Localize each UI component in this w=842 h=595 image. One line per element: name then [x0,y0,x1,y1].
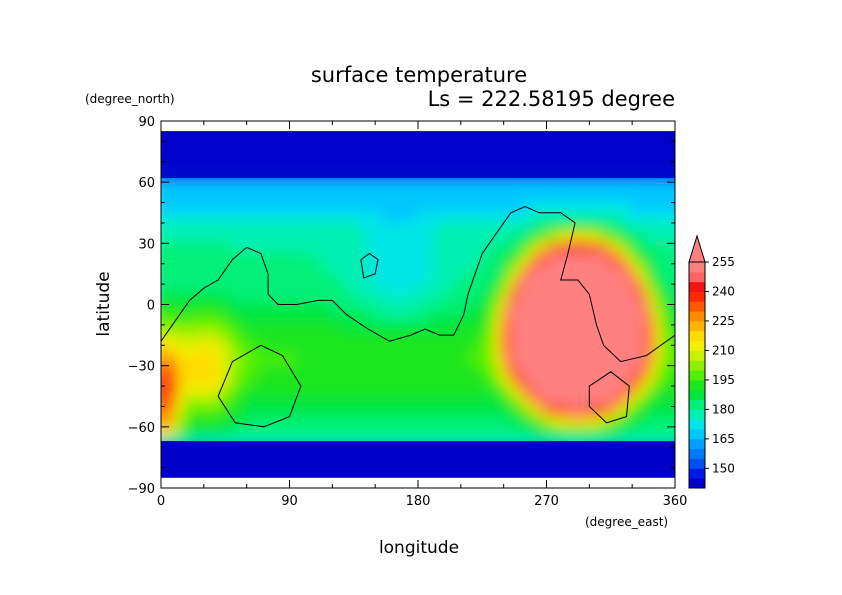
x-tick-label: 0 [157,494,165,509]
colorbar-swatch [689,262,705,273]
topography-contour [161,206,675,363]
x-tick-label: 270 [534,494,559,509]
colorbar-swatch [689,448,705,460]
x-tick-label: 360 [663,494,688,509]
colorbar-swatch [689,291,705,302]
topography-contour [360,252,379,279]
colorbar-tick-label: 210 [712,343,735,357]
colorbar-swatch [689,350,705,361]
colorbar-tick-label: 240 [712,284,735,298]
colorbar-swatch [689,370,705,381]
colorbar-swatch [689,281,705,292]
colorbar-frame [688,261,706,489]
colorbar-tick-label: 195 [712,373,735,387]
y-units-label: (degree_north) [85,92,175,106]
x-tick-label: 90 [281,494,298,509]
colorbar-swatch [689,409,705,420]
colorbar-swatch [689,389,705,401]
heatmap-field [161,121,675,488]
colorbar-swatch [689,429,705,440]
colorbar-swatch [689,379,705,391]
chart-subtitle: Ls = 222.58195 degree [428,87,675,111]
y-tick-label: 30 [138,237,155,252]
colorbar-swatch [689,419,705,430]
colorbar-swatch [689,301,705,312]
topography-contour [588,371,630,424]
colorbar-swatch [689,468,705,479]
chart-title: surface temperature [311,63,527,87]
y-tick-label: −60 [128,421,155,436]
colorbar-tick-label: 165 [712,432,735,446]
x-axis-label: longitude [379,538,459,558]
y-tick-label: 90 [138,115,155,130]
x-units-label: (degree_east) [585,515,668,529]
colorbar-swatch [689,360,705,371]
colorbar-swatch [689,320,705,332]
colorbar-swatch [689,271,705,283]
y-tick-label: −90 [128,482,155,497]
colorbar-swatch [689,340,705,351]
y-tick-label: 60 [138,176,155,191]
y-axis-label: latitude [94,271,114,336]
colorbar-swatch [689,311,705,322]
colorbar-swatch [689,458,705,469]
colorbar-extend-arrow [688,234,706,263]
colorbar-tick-label: 180 [712,402,735,416]
y-tick-label: −30 [128,360,155,375]
colorbar-tick-label: 255 [712,255,735,269]
colorbar: 150 165 180 195 210 225 240 255 [688,234,735,489]
colorbar-tick-label: 150 [712,461,735,475]
colorbar-swatch [689,330,705,342]
y-tick-label: 0 [147,299,155,314]
colorbar-swatch [689,478,705,489]
topography-contour [217,344,302,428]
colorbar-swatch [689,438,705,450]
colorbar-tick-label: 225 [712,314,735,328]
x-tick-label: 180 [406,494,431,509]
colorbar-swatch [689,399,705,410]
